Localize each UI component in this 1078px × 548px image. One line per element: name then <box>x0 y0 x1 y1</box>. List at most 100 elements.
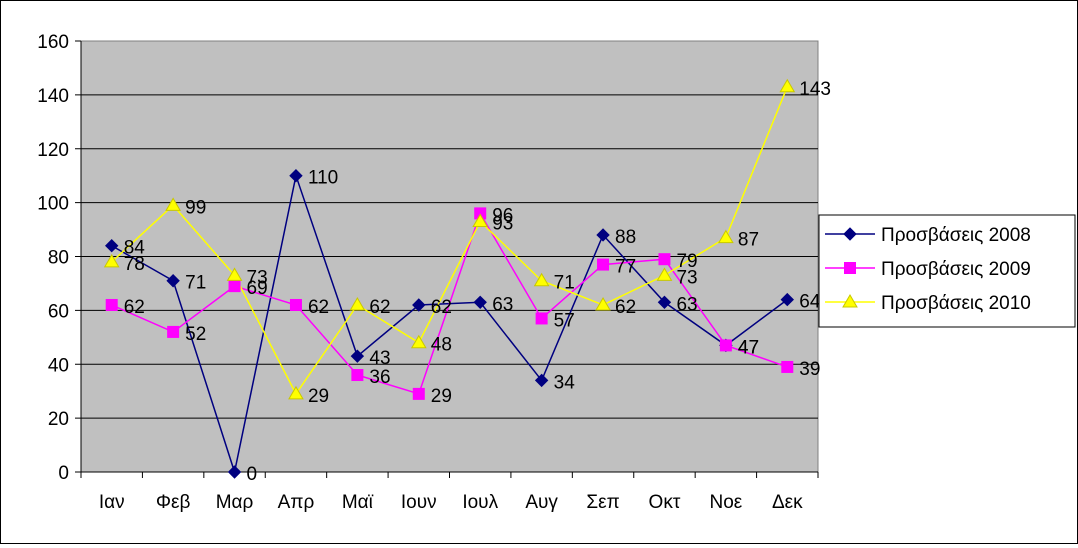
series-2-point <box>658 253 671 266</box>
y-tick-label: 80 <box>48 248 69 269</box>
data-label: 99 <box>185 197 206 218</box>
data-label: 73 <box>247 267 268 288</box>
series-3-point <box>595 296 611 311</box>
data-label: 79 <box>676 251 697 272</box>
series-3-point <box>165 197 181 211</box>
series-1-point <box>657 295 672 310</box>
data-label: 39 <box>799 359 820 380</box>
series-2-point <box>167 325 180 338</box>
data-label: 0 <box>247 464 258 485</box>
series-3-point <box>226 267 243 281</box>
data-label: 47 <box>738 337 759 358</box>
y-axis: 0 20 40 60 80 100 120 140 160 <box>37 32 82 484</box>
series-3-point <box>349 296 366 311</box>
y-tick-label: 0 <box>58 463 69 484</box>
data-label: 57 <box>554 310 575 331</box>
data-label: 63 <box>676 294 697 315</box>
x-tick-label: Σεπ <box>586 492 619 513</box>
legend-marker <box>842 294 858 308</box>
series-2-point <box>228 280 241 293</box>
series-2-point <box>535 312 548 325</box>
legend-marker <box>844 262 856 274</box>
x-tick-label: Απρ <box>278 492 315 513</box>
x-tick-label: Ιουλ <box>462 492 498 513</box>
data-label: 64 <box>799 292 821 313</box>
data-label: 43 <box>369 348 390 369</box>
data-label: 52 <box>185 324 206 345</box>
y-tick-label: 20 <box>48 409 69 430</box>
series-2-point <box>719 339 732 352</box>
series-1-point <box>780 292 794 307</box>
data-labels: 84 71 0 110 43 62 63 34 88 63 47 64 62 52 69 62 36 29 96 57… <box>124 79 831 485</box>
y-tick-label: 40 <box>48 355 69 376</box>
data-label: 84 <box>124 238 146 259</box>
data-label: 110 <box>308 168 338 189</box>
series-3-point <box>779 78 796 93</box>
data-label: 62 <box>431 297 452 318</box>
legend-label: Προσβάσεις 2009 <box>881 259 1031 280</box>
data-label: 78 <box>124 254 145 275</box>
data-label: 62 <box>308 297 329 318</box>
series-3-point <box>533 272 550 287</box>
series-1-point <box>105 239 119 253</box>
y-tick-label: 160 <box>37 32 69 53</box>
series-3-point <box>288 385 304 400</box>
series-1-point <box>289 168 303 183</box>
data-label: 36 <box>369 367 390 388</box>
data-label: 29 <box>308 386 329 407</box>
legend-label: Προσβάσεις 2008 <box>881 225 1031 246</box>
series-1-point <box>412 298 426 312</box>
series-3-point <box>103 253 120 268</box>
data-label: 62 <box>615 297 636 318</box>
series-2-point <box>412 387 425 400</box>
y-tick-label: 60 <box>48 301 69 322</box>
data-label: 71 <box>554 273 575 294</box>
data-label: 77 <box>615 257 636 278</box>
series-2-point <box>289 298 302 311</box>
data-label: 87 <box>738 230 759 251</box>
data-label: 62 <box>369 297 390 318</box>
data-label: 48 <box>431 335 452 356</box>
data-label: 143 <box>799 79 831 100</box>
x-tick-label: Αυγ <box>525 492 558 513</box>
data-label: 73 <box>676 267 697 288</box>
data-label: 29 <box>431 386 452 407</box>
data-label: 69 <box>247 278 268 299</box>
series-3-point <box>656 267 673 281</box>
series-lines <box>111 86 788 475</box>
data-label: 96 <box>492 205 513 226</box>
series-1-point <box>227 465 242 479</box>
series-3-point <box>472 213 489 227</box>
data-label: 93 <box>492 213 513 234</box>
series-2-point <box>105 298 118 311</box>
data-label: 63 <box>492 294 513 315</box>
series-1-point <box>350 349 365 363</box>
y-tick-label: 120 <box>37 140 69 161</box>
series-2-point <box>597 258 610 271</box>
series-1-point <box>534 373 549 388</box>
legend: Προσβάσεις 2008 Προσβάσεις 2009 Προσβάσεις… <box>818 214 1076 328</box>
x-tick-label: Ιαν <box>99 492 125 513</box>
x-tick-label: Ιουν <box>401 492 437 513</box>
data-label: 62 <box>124 297 145 318</box>
x-tick-label: Οκτ <box>649 492 681 513</box>
series-3-point <box>410 334 427 349</box>
data-label: 71 <box>185 273 206 294</box>
series-3-point <box>718 229 734 244</box>
series-2-point <box>351 369 364 382</box>
data-label: 88 <box>615 227 636 248</box>
x-tick-label: Μαϊ <box>342 492 374 513</box>
legend-marker <box>843 227 857 241</box>
legend-label: Προσβάσεις 2010 <box>881 293 1031 314</box>
x-tick-label: Φεβ <box>156 492 191 513</box>
x-tick-label: Μαρ <box>216 492 254 513</box>
data-label: 47 <box>738 337 759 358</box>
series-1-point <box>596 228 610 242</box>
series-markers <box>103 78 796 479</box>
x-tick-label: Δεκ <box>772 492 803 513</box>
y-tick-label: 140 <box>37 86 69 107</box>
x-tick-label: Νοε <box>709 492 742 513</box>
series-1-point <box>166 274 180 288</box>
data-label: 34 <box>554 372 576 393</box>
